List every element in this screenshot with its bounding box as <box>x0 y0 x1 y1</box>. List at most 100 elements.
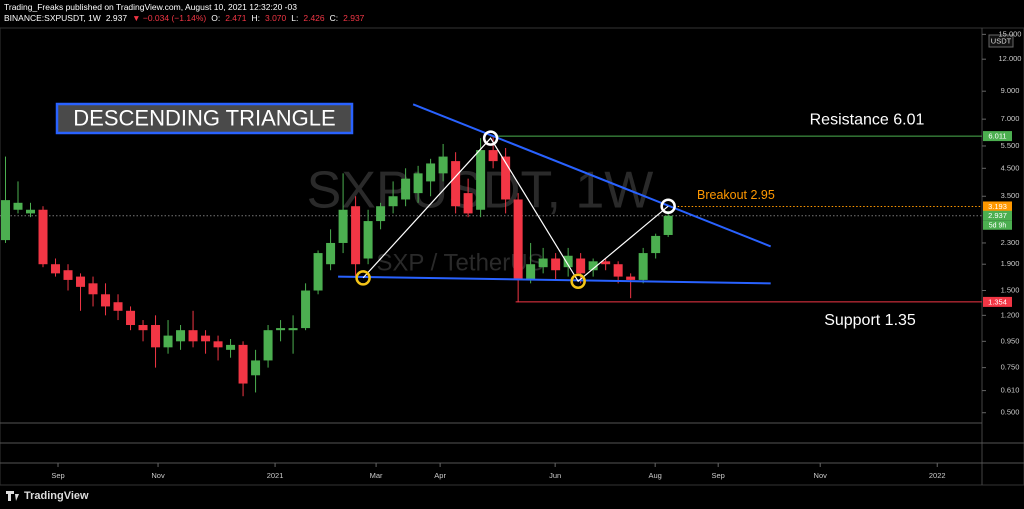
quote-part: 2.937 <box>105 13 128 23</box>
candle-body <box>563 255 573 268</box>
level-badge <box>983 201 1012 212</box>
candle-body <box>538 258 548 268</box>
title-box <box>55 102 354 135</box>
quote-part: H: <box>251 13 260 23</box>
candle-body <box>101 294 111 307</box>
candle-body <box>388 196 398 207</box>
y-tick-label: 1.500 <box>1001 285 1020 294</box>
quote-part: ▼ −0.034 (−1.14%) <box>132 13 207 23</box>
candle-body <box>301 290 311 329</box>
header: Trading_Freaks published on TradingView.… <box>4 2 369 24</box>
pattern-point <box>660 198 676 214</box>
quote-part: 2.471 <box>225 13 247 23</box>
pattern-line <box>362 137 669 283</box>
candle-body <box>76 276 86 287</box>
x-tick-label: 2021 <box>267 471 284 480</box>
candle-body <box>26 209 36 214</box>
y-tick-label: 2.300 <box>1001 238 1020 247</box>
candle-body <box>413 173 423 194</box>
trendline <box>412 103 772 248</box>
candle-body <box>463 193 473 214</box>
annotation-title: DESCENDING TRIANGLE <box>73 105 335 130</box>
candle-body <box>501 156 511 200</box>
candle-body <box>126 310 136 326</box>
x-tick-label: Mar <box>370 471 383 480</box>
countdown: 5d 9h <box>989 223 1007 230</box>
candle-body <box>201 335 211 342</box>
x-tick-label: Apr <box>434 471 446 480</box>
x-tick-label: Aug <box>648 471 661 480</box>
candle-body <box>401 178 411 200</box>
candle-body <box>251 360 261 376</box>
candle-body <box>588 261 598 271</box>
candle-body <box>638 253 648 280</box>
y-tick-label: 0.950 <box>1001 336 1020 345</box>
candle-body <box>63 270 73 280</box>
candle-body <box>13 202 23 210</box>
logo <box>6 491 19 501</box>
countdown-badge <box>983 220 1012 230</box>
candle-body <box>351 206 361 265</box>
candle-body <box>513 199 523 280</box>
candle-body <box>276 328 286 331</box>
candle-body <box>1 200 11 241</box>
quote-line: BINANCE:SXPUSDT, 1W 2.937 ▼ −0.034 (−1.14%… <box>4 13 369 24</box>
annotation: Resistance 6.01 <box>810 111 925 128</box>
candle-body <box>576 258 586 274</box>
level-badge <box>983 131 1012 142</box>
annotation: Breakout 2.95 <box>697 188 775 202</box>
y-tick-label: 0.610 <box>1001 386 1020 395</box>
y-tick-label: 0.500 <box>1001 408 1020 417</box>
candle-body <box>238 344 248 384</box>
candle-body <box>188 330 198 342</box>
x-tick-label: Nov <box>814 471 828 480</box>
candle-body <box>601 261 611 265</box>
y-tick-label: 0.750 <box>1001 363 1020 372</box>
candle-body <box>663 215 673 235</box>
candle-body <box>326 242 336 265</box>
y-tick-label: 9.000 <box>1001 86 1020 95</box>
x-tick-label: Sep <box>51 471 64 480</box>
x-tick-label: Sep <box>712 471 725 480</box>
annotation: Support 1.35 <box>824 312 916 329</box>
brand: TradingView <box>24 490 89 502</box>
y-tick-label: 1.900 <box>1001 259 1020 268</box>
candle-body <box>488 150 498 162</box>
candle-body <box>88 283 98 295</box>
candle-body <box>376 206 386 222</box>
x-tick-label: 2022 <box>929 471 946 480</box>
plot-area <box>0 103 982 397</box>
candle-body <box>113 302 123 311</box>
candle-body <box>426 163 436 182</box>
candle-body <box>651 235 661 254</box>
level-label: 1.354 <box>988 297 1007 306</box>
quote-part: 3.070 <box>264 13 287 23</box>
candle-body <box>526 264 536 280</box>
candle-body <box>476 150 486 210</box>
level-label: 3.193 <box>988 202 1007 211</box>
level-badge <box>983 296 1012 307</box>
quote-part: C: <box>329 13 339 23</box>
level-badge <box>983 210 1012 221</box>
candle-body <box>163 335 173 348</box>
candle-body <box>38 209 48 265</box>
quote-part: L: <box>291 13 299 23</box>
y-tick-label: 15.000 <box>999 29 1022 38</box>
footer: TradingView <box>6 490 89 502</box>
candle-body <box>213 341 223 348</box>
candle-body <box>551 258 561 271</box>
candle-body <box>613 264 623 277</box>
candle-body <box>363 221 373 259</box>
candle-body <box>313 253 323 291</box>
currency-box <box>988 34 1014 48</box>
candle-body <box>176 330 186 342</box>
candle-body <box>138 325 148 331</box>
candle-body <box>263 330 273 361</box>
candle-body <box>451 161 461 207</box>
y-tick-label: 5.500 <box>1001 141 1020 150</box>
candle-body <box>338 209 348 243</box>
candle-body <box>288 328 298 331</box>
trendline <box>338 275 771 285</box>
